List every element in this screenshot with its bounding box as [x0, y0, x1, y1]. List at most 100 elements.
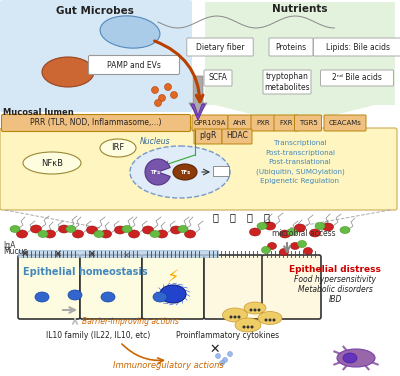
FancyBboxPatch shape [222, 129, 252, 144]
Ellipse shape [178, 226, 188, 232]
Text: HDAC: HDAC [226, 132, 248, 141]
FancyBboxPatch shape [204, 255, 263, 319]
Text: tryptophan
metabolites: tryptophan metabolites [264, 72, 310, 92]
Ellipse shape [153, 292, 167, 302]
Ellipse shape [268, 243, 276, 250]
Polygon shape [191, 104, 205, 120]
FancyBboxPatch shape [262, 255, 321, 319]
FancyBboxPatch shape [194, 129, 222, 144]
Text: (Ubiquitin, SUMOylation): (Ubiquitin, SUMOylation) [256, 168, 344, 175]
Text: TFs: TFs [180, 170, 190, 174]
Ellipse shape [130, 146, 230, 198]
Ellipse shape [42, 57, 94, 87]
FancyBboxPatch shape [142, 255, 204, 319]
Circle shape [154, 100, 162, 106]
Text: 🐟: 🐟 [229, 212, 235, 222]
Ellipse shape [30, 225, 42, 233]
Text: ✕: ✕ [54, 249, 62, 259]
Circle shape [152, 86, 158, 94]
Ellipse shape [280, 230, 290, 238]
FancyBboxPatch shape [314, 38, 400, 56]
Text: Epithelial homeostasis: Epithelial homeostasis [23, 267, 147, 277]
Ellipse shape [86, 226, 98, 234]
FancyBboxPatch shape [18, 255, 80, 319]
Text: Epithelial distress: Epithelial distress [289, 265, 381, 274]
Text: microbial access: microbial access [272, 229, 336, 238]
Text: IRF: IRF [111, 144, 125, 153]
Circle shape [228, 352, 232, 356]
FancyBboxPatch shape [187, 38, 253, 56]
Text: Lipids: Bile acids: Lipids: Bile acids [326, 44, 390, 53]
Text: Immunoregulatory actions: Immunoregulatory actions [113, 361, 223, 370]
Ellipse shape [280, 249, 288, 256]
Text: ⚡: ⚡ [167, 269, 179, 287]
Text: AhR: AhR [233, 120, 247, 126]
Ellipse shape [10, 226, 20, 232]
Circle shape [242, 326, 246, 329]
Text: Post-transcriptional: Post-transcriptional [265, 150, 335, 156]
Text: ✕: ✕ [122, 250, 130, 259]
Text: Epigenetic Regulation: Epigenetic Regulation [260, 178, 340, 184]
Ellipse shape [298, 241, 306, 247]
Text: ✕: ✕ [88, 249, 96, 259]
Text: TFs: TFs [150, 170, 160, 174]
Text: FXR: FXR [279, 120, 293, 126]
FancyBboxPatch shape [192, 115, 228, 131]
Ellipse shape [264, 222, 276, 230]
Ellipse shape [58, 225, 70, 233]
Text: 🍔: 🍔 [263, 212, 269, 222]
Circle shape [246, 326, 250, 329]
Ellipse shape [100, 16, 160, 48]
Ellipse shape [262, 247, 270, 253]
FancyBboxPatch shape [0, 128, 397, 210]
Text: Dietary fiber: Dietary fiber [196, 44, 244, 53]
Ellipse shape [101, 292, 115, 302]
Ellipse shape [66, 226, 76, 232]
Ellipse shape [170, 226, 182, 234]
Ellipse shape [160, 285, 186, 303]
Ellipse shape [294, 224, 306, 232]
Circle shape [220, 361, 224, 365]
Text: ✕: ✕ [21, 249, 29, 259]
Text: Barrier-improving actions: Barrier-improving actions [82, 317, 178, 326]
Ellipse shape [290, 243, 300, 250]
Ellipse shape [222, 308, 248, 322]
Text: Nucleus: Nucleus [140, 138, 170, 147]
Text: 🍐: 🍐 [246, 212, 252, 222]
Ellipse shape [128, 230, 140, 238]
Text: SCFA: SCFA [208, 73, 228, 82]
Circle shape [230, 315, 232, 318]
Ellipse shape [315, 223, 325, 229]
Text: PXR: PXR [256, 120, 270, 126]
FancyBboxPatch shape [251, 115, 275, 131]
Wedge shape [145, 159, 170, 185]
Ellipse shape [173, 164, 197, 180]
FancyBboxPatch shape [324, 115, 366, 131]
Text: Mucus: Mucus [3, 247, 28, 256]
Text: NFκB: NFκB [41, 159, 63, 167]
Text: ✕: ✕ [88, 250, 96, 259]
Circle shape [234, 315, 236, 318]
Text: TGR5: TGR5 [299, 120, 317, 126]
Text: Gut Microbes: Gut Microbes [56, 6, 134, 16]
Text: Transcriptional: Transcriptional [274, 140, 326, 146]
Ellipse shape [322, 223, 334, 231]
FancyBboxPatch shape [204, 70, 232, 86]
Ellipse shape [94, 230, 104, 238]
FancyBboxPatch shape [274, 115, 298, 131]
FancyBboxPatch shape [2, 115, 190, 132]
FancyBboxPatch shape [263, 70, 311, 94]
FancyBboxPatch shape [88, 56, 180, 74]
Circle shape [250, 326, 254, 329]
Ellipse shape [343, 353, 357, 363]
Circle shape [170, 91, 178, 99]
Ellipse shape [150, 230, 160, 238]
Text: Proinflammatory cytokines: Proinflammatory cytokines [176, 332, 280, 341]
Text: CEACAMs: CEACAMs [328, 120, 362, 126]
Circle shape [238, 315, 240, 318]
Circle shape [158, 94, 166, 102]
Ellipse shape [258, 311, 282, 324]
Circle shape [216, 353, 220, 358]
Text: 🍜: 🍜 [212, 212, 218, 222]
Circle shape [268, 318, 272, 321]
